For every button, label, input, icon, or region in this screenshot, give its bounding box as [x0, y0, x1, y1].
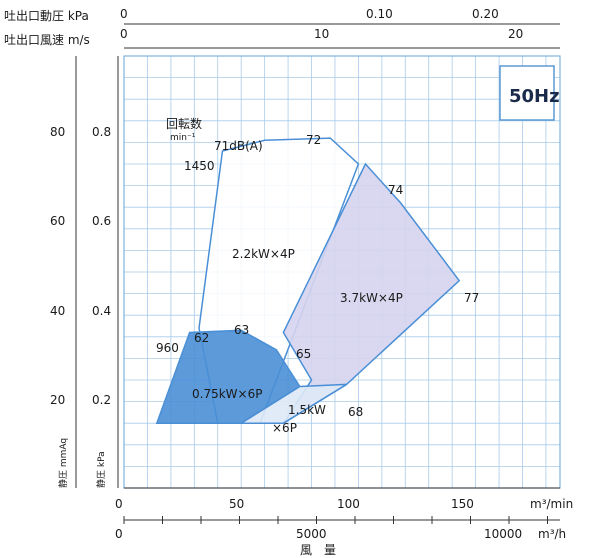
kpa-tick-08: 0.8	[92, 125, 111, 139]
label-74: 74	[388, 183, 403, 197]
region-label-22kw-4p: 2.2kW×4P	[232, 247, 295, 261]
flow-h-tick-0: 0	[115, 527, 123, 541]
label-71dba: 71dB(A)	[214, 139, 263, 153]
kpa-tick-06: 0.6	[92, 214, 111, 228]
top-velocity-axis-label: 吐出口風速 m/s	[4, 33, 90, 47]
kpa-tick-02: 0.2	[92, 393, 111, 407]
mmaq-axis-label: 静圧 mmAq	[57, 438, 69, 488]
top-pressure-axis-label: 吐出口動圧 kPa	[4, 9, 89, 23]
region-label-6p: ×6P	[272, 421, 297, 435]
label-rpm-1450: 1450	[184, 159, 215, 173]
flow-min-tick-0: 0	[115, 497, 123, 511]
top-velocity-tick-0: 0	[120, 27, 128, 41]
top-pressure-tick-0: 0	[120, 7, 128, 21]
kpa-tick-04: 0.4	[92, 304, 111, 318]
mmaq-tick-80: 80	[50, 125, 65, 139]
flow-h-tick-5000: 5000	[296, 527, 327, 541]
flow-min-unit: m³/min	[530, 497, 573, 511]
frequency-badge-box	[499, 65, 555, 121]
region-1-5kw-6p	[238, 383, 348, 424]
region-label-37kw-4p: 3.7kW×4P	[340, 291, 403, 305]
region-label-075kw-6p: 0.75kW×6P	[192, 387, 262, 401]
speed-unit: min⁻¹	[170, 133, 196, 143]
flow-h-tick-10000: 10000	[484, 527, 522, 541]
flow-min-tick-50: 50	[229, 497, 244, 511]
flow-h-minor-ticks	[123, 516, 548, 524]
region-label-15kw: 1.5kW	[288, 403, 326, 417]
top-pressure-tick-010: 0.10	[366, 7, 393, 21]
top-pressure-tick-020: 0.20	[472, 7, 499, 21]
label-72: 72	[306, 133, 321, 147]
label-63: 63	[234, 323, 249, 337]
mmaq-tick-40: 40	[50, 304, 65, 318]
kpa-axis-label: 静圧 kPa	[95, 451, 107, 488]
label-77: 77	[464, 291, 479, 305]
top-velocity-tick-20: 20	[508, 27, 523, 41]
x-axis-title: 風 量	[300, 543, 336, 557]
frequency-badge: 50Hz	[509, 86, 560, 107]
mmaq-tick-20: 20	[50, 393, 65, 407]
flow-min-tick-100: 100	[337, 497, 360, 511]
speed-label: 回転数	[166, 116, 202, 131]
label-rpm-960: 960	[156, 341, 179, 355]
regions	[155, 137, 461, 424]
flow-min-tick-150: 150	[451, 497, 474, 511]
label-68: 68	[348, 405, 363, 419]
flow-h-unit: m³/h	[538, 527, 566, 541]
label-65: 65	[296, 347, 311, 361]
label-62: 62	[194, 331, 209, 345]
mmaq-tick-60: 60	[50, 214, 65, 228]
top-velocity-tick-10: 10	[314, 27, 329, 41]
